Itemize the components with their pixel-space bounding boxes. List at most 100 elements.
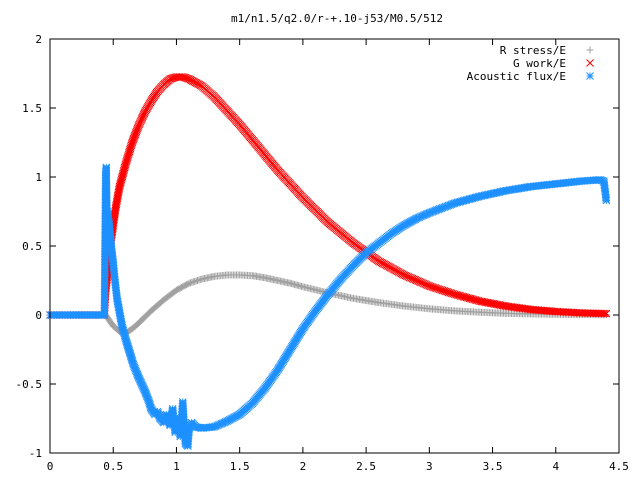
data-point bbox=[429, 283, 438, 292]
data-point bbox=[129, 134, 138, 143]
data-point bbox=[120, 166, 128, 175]
data-point bbox=[121, 162, 129, 170]
data-point bbox=[474, 296, 483, 305]
data-point bbox=[459, 292, 468, 301]
data-point bbox=[117, 176, 125, 185]
series-0 bbox=[46, 271, 610, 337]
data-point bbox=[443, 288, 452, 296]
data-point bbox=[467, 294, 475, 303]
data-point bbox=[126, 146, 134, 154]
data-point bbox=[123, 153, 132, 162]
data-point bbox=[600, 309, 609, 318]
data-point bbox=[115, 184, 124, 192]
data-point bbox=[122, 156, 131, 165]
y-tick-label: 1 bbox=[35, 171, 42, 184]
x-tick-label: 0 bbox=[47, 460, 54, 473]
x-tick-label: 4.5 bbox=[609, 460, 629, 473]
y-tick-label: 2 bbox=[35, 33, 42, 46]
data-point bbox=[127, 140, 136, 148]
legend-marker bbox=[586, 59, 594, 67]
data-point bbox=[122, 159, 130, 168]
data-point bbox=[116, 178, 125, 187]
data-point bbox=[453, 291, 462, 299]
data-point bbox=[455, 291, 463, 300]
data-point bbox=[123, 154, 132, 163]
legend-label: G work/E bbox=[513, 57, 566, 70]
data-point bbox=[602, 309, 611, 318]
x-tick-label: 0.5 bbox=[103, 460, 123, 473]
data-point bbox=[134, 123, 142, 132]
y-tick-label: 1.5 bbox=[22, 102, 42, 115]
data-point bbox=[473, 296, 481, 305]
legend-marker bbox=[586, 46, 594, 54]
x-tick-label: 1 bbox=[173, 460, 180, 473]
legend-label: Acoustic flux/E bbox=[467, 70, 566, 83]
data-point bbox=[128, 137, 137, 145]
x-tick-label: 4 bbox=[552, 460, 559, 473]
data-point bbox=[450, 290, 459, 299]
data-point bbox=[131, 130, 140, 139]
data-point bbox=[118, 171, 127, 179]
data-point bbox=[132, 127, 141, 136]
data-point bbox=[125, 147, 134, 156]
data-point bbox=[122, 157, 131, 166]
data-point bbox=[119, 168, 128, 176]
data-point bbox=[446, 288, 455, 297]
data-point bbox=[452, 290, 460, 299]
x-tick-label: 1.5 bbox=[230, 460, 250, 473]
data-point bbox=[456, 292, 465, 300]
data-point bbox=[116, 181, 124, 190]
data-point bbox=[437, 286, 446, 294]
data-point bbox=[432, 284, 441, 293]
data-point bbox=[438, 286, 447, 295]
data-point bbox=[464, 294, 472, 302]
data-point bbox=[128, 138, 137, 147]
data-point bbox=[121, 160, 130, 169]
x-tick-label: 2.5 bbox=[356, 460, 376, 473]
data-point bbox=[124, 151, 132, 160]
legend-label: R stress/E bbox=[500, 44, 566, 57]
data-point bbox=[126, 143, 135, 151]
data-point bbox=[434, 285, 443, 293]
data-point bbox=[440, 287, 449, 295]
data-point bbox=[126, 144, 135, 153]
data-point bbox=[130, 133, 139, 141]
data-point bbox=[428, 283, 437, 291]
data-point bbox=[425, 282, 434, 290]
data-point bbox=[462, 293, 471, 302]
series-2 bbox=[46, 163, 611, 450]
data-point bbox=[444, 288, 453, 297]
plot-frame bbox=[49, 38, 620, 454]
data-point bbox=[602, 196, 611, 205]
y-tick-label: 0.5 bbox=[22, 240, 42, 253]
data-point bbox=[117, 175, 126, 184]
data-point bbox=[426, 282, 435, 291]
series-1 bbox=[46, 73, 611, 319]
x-tick-label: 3.5 bbox=[483, 460, 503, 473]
y-tick-label: -1 bbox=[29, 447, 42, 460]
x-tick-label: 2 bbox=[300, 460, 307, 473]
y-tick-label: -0.5 bbox=[16, 378, 43, 391]
plot-area bbox=[46, 73, 611, 450]
data-point bbox=[441, 287, 450, 296]
data-point bbox=[118, 174, 126, 182]
data-point bbox=[133, 124, 142, 133]
data-point bbox=[471, 296, 480, 304]
data-point bbox=[183, 74, 192, 83]
data-point bbox=[119, 169, 127, 178]
data-point bbox=[599, 309, 608, 318]
data-point bbox=[468, 295, 477, 304]
y-tick-label: 0 bbox=[35, 309, 42, 322]
data-point bbox=[118, 172, 127, 181]
legend-marker bbox=[586, 72, 594, 80]
data-point bbox=[125, 148, 133, 157]
data-point bbox=[461, 293, 469, 301]
data-point bbox=[458, 292, 466, 301]
data-point bbox=[132, 128, 140, 137]
chart-title: m1/n1.5/q2.0/r-+.10-j53/M0.5/512 bbox=[231, 12, 443, 25]
data-point bbox=[470, 295, 478, 304]
data-point bbox=[127, 141, 136, 150]
x-tick-label: 3 bbox=[426, 460, 433, 473]
